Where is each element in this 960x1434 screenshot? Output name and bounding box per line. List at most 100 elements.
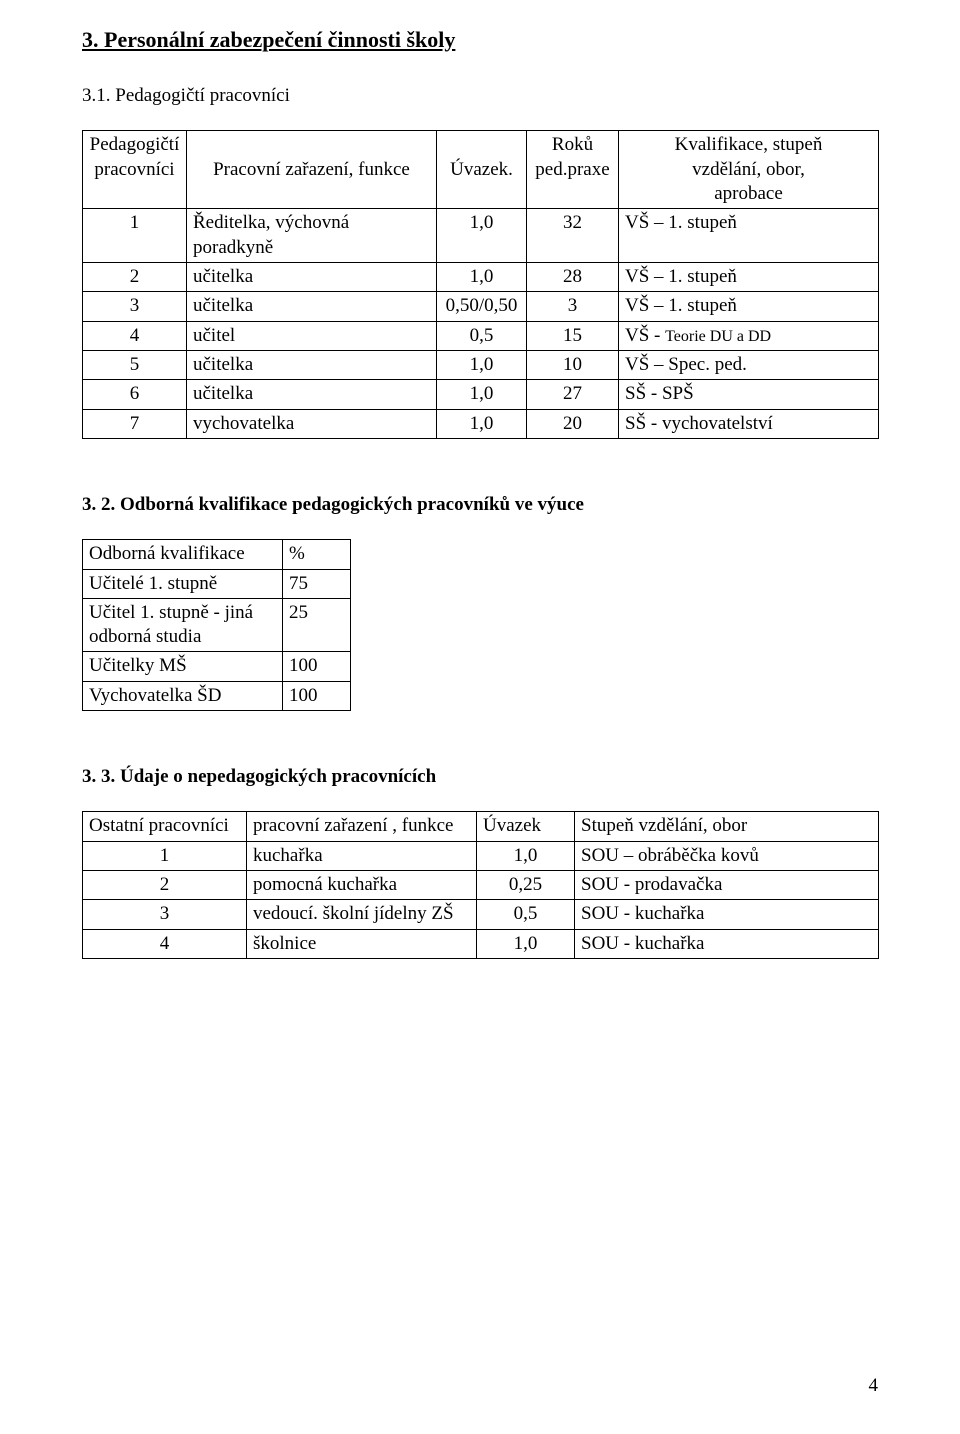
cell-kval: VŠ - Teorie DU a DD [619,321,879,350]
table-row: 1 kuchařka 1,0 SOU – obráběčka kovů [83,841,879,870]
cell-role: Ředitelka, výchovná poradkyně [187,209,437,263]
th-text: Kvalifikace, stupeň [675,134,823,155]
cell-kval: SŠ - SPŠ [619,380,879,409]
cell-role: učitelka [187,263,437,292]
cell-kval: SOU - kuchařka [575,929,879,958]
table-row: Vychovatelka ŠD 100 [83,681,351,710]
cell-years: 27 [527,380,619,409]
th-uvazek: Úvazek. [437,131,527,209]
subheading-odborna: 3. 2. Odborná kvalifikace pedagogických … [82,493,878,517]
table-row: 3 učitelka 0,50/0,50 3 VŠ – 1. stupeň [83,292,879,321]
subheading-pedagogicti: 3.1. Pedagogičtí pracovníci [82,84,878,108]
th-text: Roků [552,134,593,155]
cell-role: učitelka [187,292,437,321]
cell-years: 20 [527,409,619,438]
cell-role: vychovatelka [187,409,437,438]
table-nepedagog: Ostatní pracovníci pracovní zařazení , f… [82,811,879,959]
cell-uvazek: 1,0 [437,350,527,379]
heading-main: 3. Personální zabezpečení činnosti školy [82,26,878,54]
page-number: 4 [869,1374,879,1398]
cell-label: Učitel 1. stupně - jiná odborná studia [83,598,283,652]
cell-num: 6 [83,380,187,409]
cell-text-small: Teorie DU a DD [665,328,771,345]
cell-kval: SOU – obráběčka kovů [575,841,879,870]
cell-role: pomocná kuchařka [247,871,477,900]
table-row: 5 učitelka 1,0 10 VŠ – Spec. ped. [83,350,879,379]
cell-text: VŠ - [625,325,665,346]
th-kvalifikace: Kvalifikace, stupeň vzdělání, obor, apro… [619,131,879,209]
cell-uvazek: 1,0 [477,929,575,958]
cell-num: 1 [83,841,247,870]
table-pedagogicti: Pedagogičtí pracovníci Pracovní zařazení… [82,130,879,438]
cell-uvazek: 1,0 [437,263,527,292]
cell-text: odborná studia [89,626,201,647]
cell-num: 4 [83,929,247,958]
cell-num: 3 [83,900,247,929]
cell-num: 3 [83,292,187,321]
th-text: ped.praxe [535,159,609,180]
cell-kval: SŠ - vychovatelství [619,409,879,438]
cell-num: 2 [83,871,247,900]
cell-val: 75 [283,569,351,598]
table-header-row: Pedagogičtí pracovníci Pracovní zařazení… [83,131,879,209]
th-label: Odborná kvalifikace [83,540,283,569]
table-row: 1 Ředitelka, výchovná poradkyně 1,0 32 V… [83,209,879,263]
cell-years: 3 [527,292,619,321]
th-text: aprobace [714,183,783,204]
table-row: Učitel 1. stupně - jiná odborná studia 2… [83,598,351,652]
th-stupen: Stupeň vzdělání, obor [575,812,879,841]
cell-kval: SOU - prodavačka [575,871,879,900]
th-pedagogicti: Pedagogičtí pracovníci [83,131,187,209]
th-ostatni: Ostatní pracovníci [83,812,247,841]
th-text: vzdělání, obor, [692,159,805,180]
table-row: 2 pomocná kuchařka 0,25 SOU - prodavačka [83,871,879,900]
cell-uvazek: 1,0 [437,209,527,263]
cell-years: 32 [527,209,619,263]
cell-role: učitelka [187,350,437,379]
cell-role: vedoucí. školní jídelny ZŠ [247,900,477,929]
cell-val: 100 [283,652,351,681]
table-row: Učitelky MŠ 100 [83,652,351,681]
th-text: Pedagogičtí [90,134,180,155]
th-text: Pracovní zařazení, funkce [213,159,410,180]
cell-role: učitel [187,321,437,350]
subheading-nepedagog: 3. 3. Údaje o nepedagogických pracovnící… [82,765,878,789]
cell-uvazek: 0,25 [477,871,575,900]
cell-uvazek: 1,0 [437,409,527,438]
cell-uvazek: 1,0 [437,380,527,409]
cell-val: 100 [283,681,351,710]
cell-num: 5 [83,350,187,379]
table-row: 2 učitelka 1,0 28 VŠ – 1. stupeň [83,263,879,292]
cell-text: Učitel 1. stupně - jiná [89,602,253,623]
table-row: Učitelé 1. stupně 75 [83,569,351,598]
cell-num: 7 [83,409,187,438]
cell-role: učitelka [187,380,437,409]
th-uvazek: Úvazek [477,812,575,841]
cell-label: Učitelky MŠ [83,652,283,681]
cell-label: Vychovatelka ŠD [83,681,283,710]
cell-kval: SOU - kuchařka [575,900,879,929]
table-header-row: Ostatní pracovníci pracovní zařazení , f… [83,812,879,841]
cell-years: 15 [527,321,619,350]
cell-kval: VŠ – 1. stupeň [619,292,879,321]
cell-num: 1 [83,209,187,263]
cell-num: 4 [83,321,187,350]
table-header-row: Odborná kvalifikace % [83,540,351,569]
table-odborna: Odborná kvalifikace % Učitelé 1. stupně … [82,539,351,711]
cell-uvazek: 1,0 [477,841,575,870]
cell-num: 2 [83,263,187,292]
cell-years: 28 [527,263,619,292]
cell-uvazek: 0,50/0,50 [437,292,527,321]
cell-role: školnice [247,929,477,958]
th-text: pracovníci [94,159,174,180]
th-roku: Roků ped.praxe [527,131,619,209]
table-row: 4 učitel 0,5 15 VŠ - Teorie DU a DD [83,321,879,350]
th-text: Úvazek. [450,159,513,180]
cell-kval: VŠ – 1. stupeň [619,263,879,292]
cell-kval: VŠ – Spec. ped. [619,350,879,379]
cell-role: kuchařka [247,841,477,870]
th-zarazeni: pracovní zařazení , funkce [247,812,477,841]
cell-label: Učitelé 1. stupně [83,569,283,598]
th-percent: % [283,540,351,569]
th-zarazeni: Pracovní zařazení, funkce [187,131,437,209]
